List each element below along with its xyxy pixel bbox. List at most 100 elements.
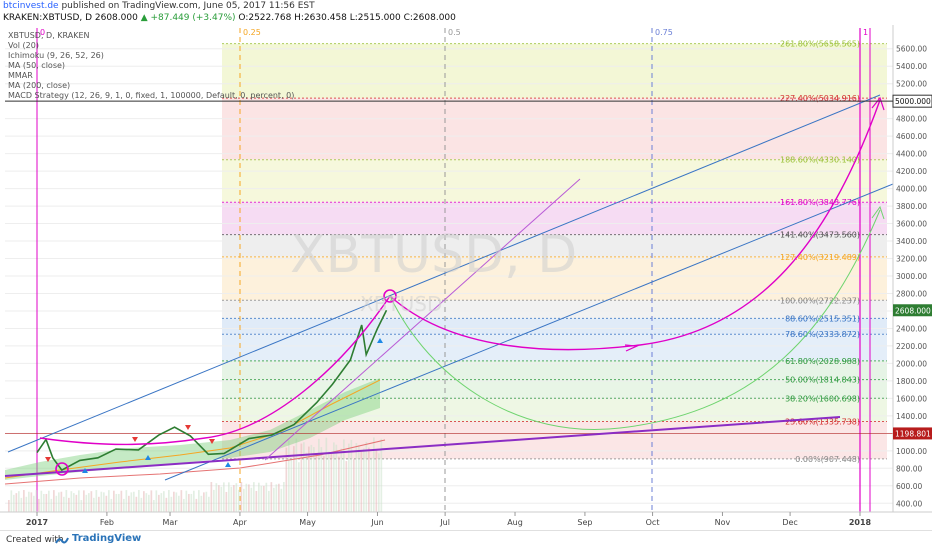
volume-bar bbox=[108, 490, 110, 512]
price-tick-label: 1000.00 bbox=[896, 447, 927, 456]
volume-bar bbox=[183, 499, 185, 512]
volume-bar bbox=[118, 494, 120, 512]
legend-macd-strategy[interactable]: MACD Strategy (12, 26, 9, 1, 0, fixed, 1… bbox=[8, 91, 294, 101]
legend-ma50[interactable]: MA (50, close) bbox=[8, 61, 294, 71]
volume-bar bbox=[156, 490, 158, 512]
volume-bar bbox=[61, 492, 63, 512]
time-fib-label: 1 bbox=[863, 28, 868, 37]
volume-bar bbox=[151, 490, 153, 512]
price-tick-label: 4600.00 bbox=[896, 132, 927, 141]
volume-bar bbox=[21, 498, 23, 512]
volume-bar bbox=[336, 445, 338, 512]
legend-symbol[interactable]: XBTUSD, D, KRAKEN bbox=[8, 31, 294, 41]
price-tick-label: 3400.00 bbox=[896, 237, 927, 246]
publisher-link[interactable]: btcinvest.de bbox=[3, 1, 59, 11]
indicator-legend: XBTUSD, D, KRAKEN Vol (20) Ichimoku (9, … bbox=[8, 31, 294, 101]
fib-level-label: 141.40%(3473.560) bbox=[780, 231, 860, 240]
volume-bar bbox=[36, 490, 38, 512]
volume-bar bbox=[111, 499, 113, 512]
volume-bar bbox=[131, 492, 133, 512]
volume-bar bbox=[48, 491, 50, 512]
volume-bar bbox=[256, 491, 258, 512]
volume-bar bbox=[71, 491, 73, 512]
volume-bar bbox=[258, 483, 260, 512]
volume-bar bbox=[358, 445, 360, 512]
price-tick-label: 3600.00 bbox=[896, 220, 927, 229]
volume-bar bbox=[126, 490, 128, 512]
volume-bar bbox=[218, 485, 220, 512]
volume-bar bbox=[328, 452, 330, 512]
volume-bar bbox=[68, 498, 70, 512]
volume-bar bbox=[313, 447, 315, 512]
volume-bar bbox=[196, 499, 198, 512]
volume-bar bbox=[153, 500, 155, 512]
volume-bar bbox=[211, 482, 213, 512]
level-5000-badge: 5000.000 bbox=[895, 97, 931, 106]
volume-bar bbox=[76, 495, 78, 512]
time-fib-label: 0.5 bbox=[448, 28, 461, 37]
volume-bar bbox=[283, 482, 285, 512]
time-fib-label: 0.75 bbox=[655, 28, 673, 37]
volume-bar bbox=[63, 497, 65, 512]
volume-bar bbox=[306, 453, 308, 512]
volume-bar bbox=[66, 490, 68, 512]
volume-bar bbox=[248, 484, 250, 512]
legend-volume[interactable]: Vol (20) bbox=[8, 41, 294, 51]
volume-bar bbox=[286, 448, 288, 512]
price-tick-label: 3000.00 bbox=[896, 272, 927, 281]
volume-bar bbox=[83, 490, 85, 512]
volume-bar bbox=[141, 498, 143, 512]
fib-level-label: 127.40%(3219.489) bbox=[780, 253, 860, 262]
volume-bar bbox=[376, 450, 378, 512]
volume-bar bbox=[363, 448, 365, 512]
volume-bar bbox=[341, 448, 343, 512]
fib-level-label: 38.20%(1600.698) bbox=[785, 394, 860, 403]
volume-bar bbox=[168, 490, 170, 512]
price-tick-label: 4400.00 bbox=[896, 150, 927, 159]
volume-bar bbox=[91, 491, 93, 512]
volume-bar bbox=[198, 490, 200, 512]
volume-bar bbox=[261, 486, 263, 512]
ohlc-values: O:2522.768 H:2630.458 L:2515.000 C:2608.… bbox=[236, 13, 456, 23]
volume-bar bbox=[206, 492, 208, 512]
legend-ma200[interactable]: MA (200, close) bbox=[8, 81, 294, 91]
volume-bar bbox=[86, 495, 88, 512]
fib-zone-fill bbox=[222, 44, 887, 99]
fib-zone-fill bbox=[222, 98, 887, 160]
volume-bar bbox=[251, 488, 253, 512]
time-tick-label: Sep bbox=[577, 518, 592, 527]
publish-info: published on TradingView.com, June 05, 2… bbox=[59, 1, 315, 11]
fib-level-label: 188.60%(4330.140) bbox=[780, 156, 860, 165]
volume-bar bbox=[123, 499, 125, 512]
time-tick-label: Aug bbox=[507, 518, 523, 527]
tradingview-brand[interactable]: TradingView bbox=[72, 533, 141, 544]
legend-mmar[interactable]: MMAR bbox=[8, 71, 294, 81]
volume-bar bbox=[88, 493, 90, 512]
price-tick-label: 4800.00 bbox=[896, 115, 927, 124]
volume-bar bbox=[316, 455, 318, 512]
volume-bar bbox=[178, 496, 180, 512]
volume-bar bbox=[238, 490, 240, 512]
legend-ichimoku[interactable]: Ichimoku (9, 26, 52, 26) bbox=[8, 51, 294, 61]
volume-bar bbox=[176, 492, 178, 512]
volume-bar bbox=[246, 484, 248, 512]
volume-bar bbox=[46, 494, 48, 512]
volume-bar bbox=[146, 493, 148, 512]
support-level-badge: 1198.801 bbox=[895, 429, 931, 438]
price-tick-label: 5200.00 bbox=[896, 80, 927, 89]
chart-header: btcinvest.de published on TradingView.co… bbox=[0, 0, 932, 25]
volume-bar bbox=[101, 492, 103, 512]
fib-level-label: 261.80%(5658.565) bbox=[780, 40, 860, 49]
volume-bar bbox=[208, 497, 210, 512]
price-tick-label: 600.00 bbox=[896, 482, 922, 491]
volume-bar bbox=[113, 491, 115, 512]
volume-bar bbox=[138, 490, 140, 512]
time-tick-label: Mar bbox=[162, 518, 178, 527]
volume-bar bbox=[253, 482, 255, 512]
volume-bar bbox=[318, 439, 320, 512]
volume-bar bbox=[58, 492, 60, 512]
time-tick-label: 2018 bbox=[849, 518, 872, 527]
volume-bar bbox=[181, 490, 183, 512]
volume-bar bbox=[273, 488, 275, 512]
volume-bar bbox=[93, 498, 95, 512]
